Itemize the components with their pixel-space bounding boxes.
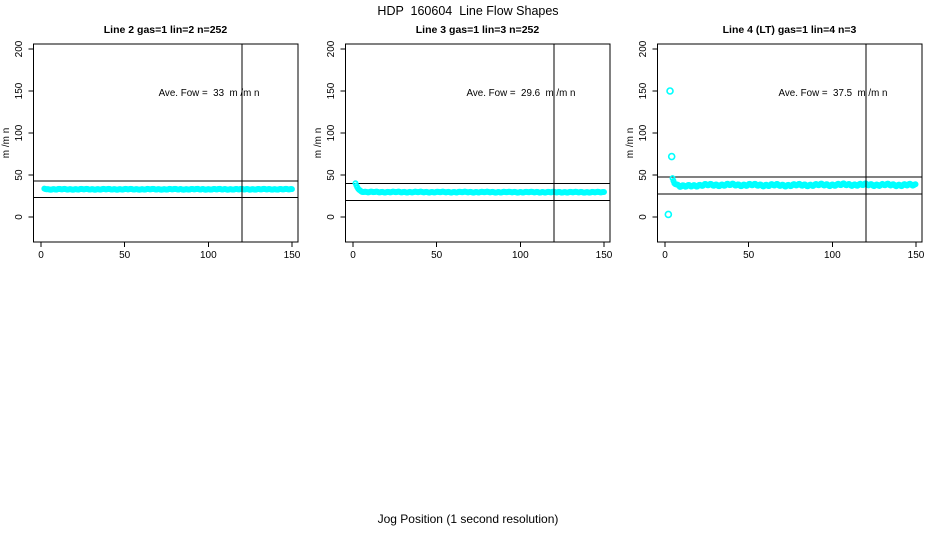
ave-flow-annotation: Ave. Fow = 33 m /m n bbox=[159, 88, 260, 99]
svg-text:100: 100 bbox=[200, 250, 217, 261]
svg-text:150: 150 bbox=[284, 250, 301, 261]
line-3-plot: 0 50 100 150 0 50 100 150 200 m /m n Ave. Fow = 2… bbox=[313, 40, 613, 261]
svg-text:150: 150 bbox=[326, 82, 337, 99]
svg-text:50: 50 bbox=[326, 169, 337, 181]
svg-text:50: 50 bbox=[743, 250, 755, 261]
svg-text:50: 50 bbox=[431, 250, 443, 261]
svg-text:0: 0 bbox=[326, 214, 337, 220]
svg-text:100: 100 bbox=[14, 124, 25, 141]
svg-text:50: 50 bbox=[638, 169, 649, 181]
svg-text:0: 0 bbox=[38, 250, 44, 261]
panel-title: Line 3 gas=1 lin=3 n=252 bbox=[415, 24, 540, 36]
panel-title: Line 4 (LT) gas=1 lin=4 n=3 bbox=[722, 24, 857, 36]
panel-title: Line 2 gas=1 lin=2 n=252 bbox=[103, 24, 228, 36]
svg-text:100: 100 bbox=[638, 124, 649, 141]
svg-text:150: 150 bbox=[638, 82, 649, 99]
svg-text:m /m n: m /m n bbox=[1, 128, 12, 159]
svg-text:200: 200 bbox=[326, 40, 337, 57]
svg-text:m /m n: m /m n bbox=[313, 128, 324, 159]
svg-text:150: 150 bbox=[14, 82, 25, 99]
panel-line-2: Line 2 gas=1 lin=2 n=252 0 50 100 150 0 50 100… bbox=[0, 0, 312, 280]
svg-text:100: 100 bbox=[512, 250, 529, 261]
svg-text:50: 50 bbox=[14, 169, 25, 181]
x-axis-label: Jog Position (1 second resolution) bbox=[377, 512, 559, 526]
svg-text:100: 100 bbox=[824, 250, 841, 261]
ave-flow-annotation: Ave. Fow = 29.6 m /m n bbox=[467, 88, 576, 99]
svg-text:0: 0 bbox=[638, 214, 649, 220]
panel-line-4: Line 4 (LT) gas=1 lin=4 n=3 0 50 100 150 0 50… bbox=[624, 0, 936, 280]
svg-text:0: 0 bbox=[14, 214, 25, 220]
svg-text:100: 100 bbox=[326, 124, 337, 141]
line-2-plot: 0 50 100 150 0 50 100 150 200 m /m n Ave. Fow = 3… bbox=[1, 40, 301, 261]
svg-text:200: 200 bbox=[14, 40, 25, 57]
svg-text:0: 0 bbox=[662, 250, 668, 261]
svg-text:150: 150 bbox=[596, 250, 613, 261]
svg-text:200: 200 bbox=[638, 40, 649, 57]
svg-text:0: 0 bbox=[350, 250, 356, 261]
figure-title: HDP 160604 Line Flow Shapes bbox=[377, 4, 559, 18]
ave-flow-annotation: Ave. Fow = 37.5 m /m n bbox=[779, 88, 888, 99]
line-4-plot: 0 50 100 150 0 50 100 150 200 m /m n Ave. Fow = 3… bbox=[625, 40, 925, 261]
svg-text:150: 150 bbox=[908, 250, 925, 261]
svg-text:50: 50 bbox=[119, 250, 131, 261]
svg-text:m /m n: m /m n bbox=[625, 128, 636, 159]
panel-line-3: Line 3 gas=1 lin=3 n=252 0 50 100 150 0 50 100… bbox=[312, 0, 624, 280]
